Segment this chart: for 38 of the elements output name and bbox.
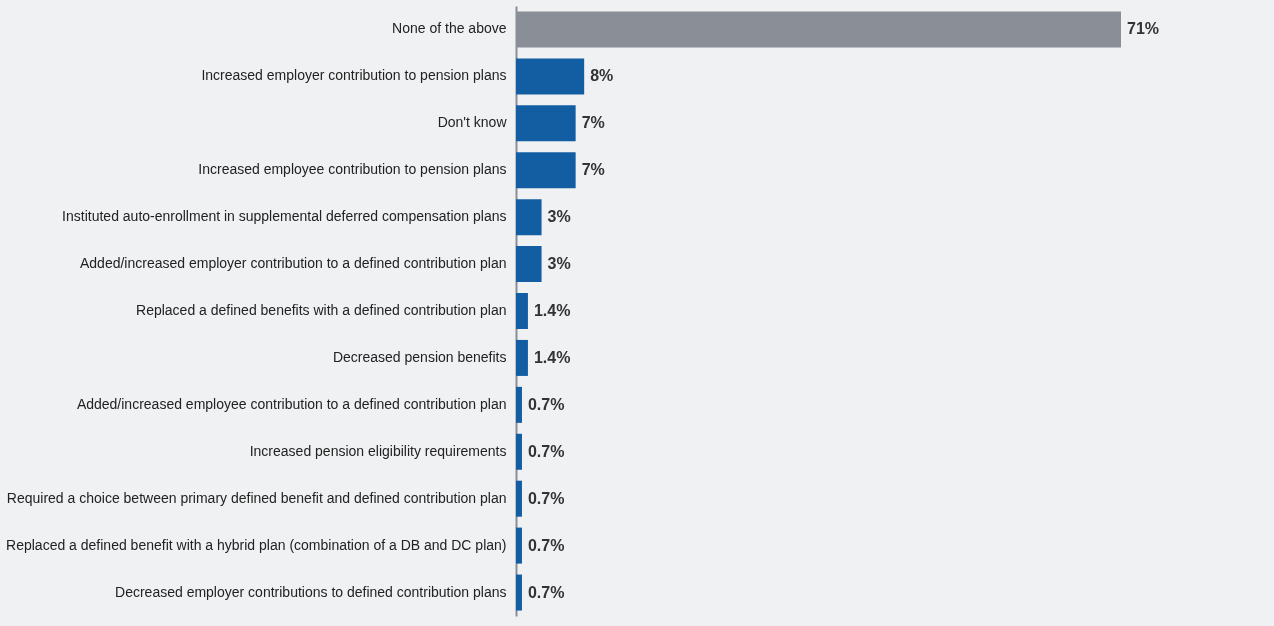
bar	[516, 527, 522, 564]
bar	[516, 152, 576, 189]
data-label: 0.7%	[527, 442, 565, 460]
y-tick-label: None of the above	[392, 20, 507, 37]
bar	[516, 105, 576, 142]
y-tick-label: Required a choice between primary defined benefit and defined contribution plan	[6, 489, 507, 506]
data-label: 0.7%	[527, 583, 565, 601]
data-label: 1.4%	[533, 348, 571, 366]
bar	[516, 293, 528, 329]
data-label: 0.7%	[527, 395, 565, 413]
data-label: 7%	[581, 114, 605, 132]
y-tick-label: Decreased employer contributions to defined contribution plans	[115, 583, 507, 600]
bar	[516, 339, 528, 376]
y-tick-label: Increased pension eligibility requirements	[249, 442, 507, 459]
data-label: 0.7%	[527, 536, 565, 554]
bar	[516, 574, 522, 611]
y-tick-label: Added/increased employee contribution to a defined contribution plan	[76, 395, 507, 412]
bar	[516, 199, 542, 236]
y-tick-label: Replaced a defined benefit with a hybrid plan (combination of a DB and DC plan)	[6, 536, 507, 553]
y-tick-label: Added/increased employer contribution to a defined contribution plan	[79, 255, 507, 272]
data-label: 0.7%	[527, 489, 565, 507]
bar	[516, 58, 585, 95]
y-tick-label: Instituted auto-enrollment in supplemental deferred compensation plans	[62, 208, 507, 225]
data-label: 8%	[590, 67, 614, 85]
y-tick-label: Replaced a defined benefits with a defined contribution plan	[136, 302, 507, 318]
y-tick-label: Increased employee contribution to pension plans	[198, 161, 507, 178]
bar	[516, 433, 522, 470]
data-label: 71%	[1127, 20, 1160, 38]
y-tick-label: Increased employer contribution to pension plans	[201, 67, 507, 84]
data-label: 3%	[547, 255, 571, 273]
bar	[516, 246, 542, 283]
bar	[516, 480, 522, 517]
y-tick-label: Don't know	[437, 114, 508, 131]
bar	[516, 386, 522, 423]
data-label: 1.4%	[533, 302, 571, 319]
data-label: 3%	[547, 208, 571, 226]
data-label: 7%	[581, 161, 605, 179]
y-tick-label: Decreased pension benefits	[332, 348, 507, 365]
